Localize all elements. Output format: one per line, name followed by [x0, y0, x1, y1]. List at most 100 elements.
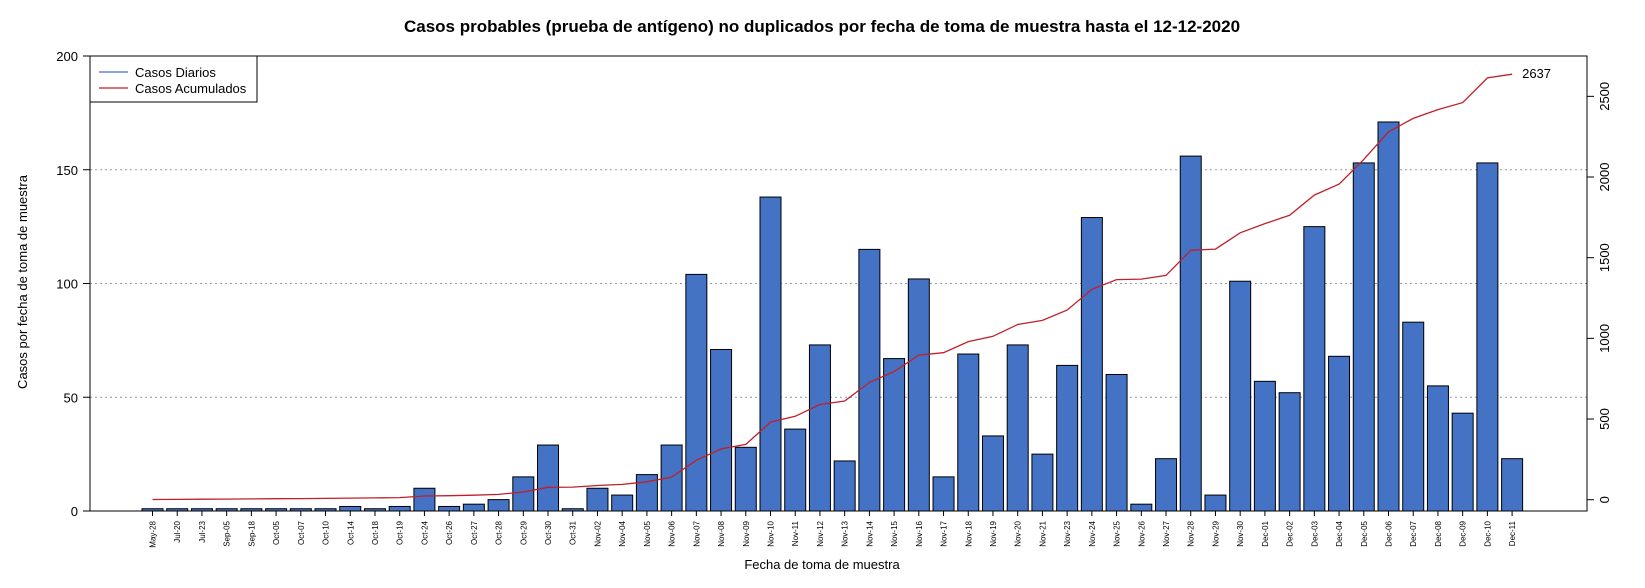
- x-tick-label: Nov-27: [1162, 520, 1171, 546]
- bar-series: [141, 121, 1524, 512]
- x-axis-label: Fecha de toma de muestra: [744, 557, 900, 572]
- y-axis-label: Casos por fecha de toma de muestra: [15, 174, 30, 389]
- bar: [1204, 494, 1227, 512]
- x-tick-label: Jul-20: [173, 520, 182, 542]
- x-tick-label: Oct-31: [569, 520, 578, 545]
- bar: [759, 196, 782, 512]
- x-tick-label: Dec-07: [1409, 520, 1418, 546]
- category-labels: May-28 Jul-20 Jul-23 Sep-05 Sep-18 Oct-05 Oct-…: [149, 511, 1517, 548]
- x-tick-label: Oct-27: [470, 520, 479, 545]
- bar: [1278, 392, 1301, 512]
- x-tick-label: Nov-21: [1038, 520, 1047, 546]
- bar: [413, 487, 436, 512]
- x-tick-label: Dec-09: [1459, 520, 1468, 546]
- legend-label-casos-acumulados: Casos Acumulados: [135, 81, 247, 96]
- bar: [438, 505, 461, 512]
- x-tick-label: Oct-14: [346, 520, 355, 545]
- x-tick-label: Jul-23: [198, 520, 207, 542]
- x-tick-label: Nov-25: [1113, 520, 1122, 546]
- x-tick-label: Dec-02: [1286, 520, 1295, 546]
- y-tick-label: 150: [56, 163, 78, 178]
- x-tick-label: Nov-05: [643, 520, 652, 546]
- legend-label-casos-diarios: Casos Diarios: [135, 65, 216, 80]
- x-tick-label: Nov-11: [791, 520, 800, 546]
- bar: [1056, 364, 1079, 512]
- x-tick-label: Nov-09: [742, 520, 751, 546]
- x-tick-label: Oct-10: [322, 520, 331, 545]
- x-tick-label: Dec-04: [1335, 520, 1344, 546]
- bar: [388, 505, 411, 512]
- bar: [1229, 280, 1252, 512]
- x-tick-label: Nov-07: [692, 520, 701, 546]
- x-tick-label: Nov-12: [816, 520, 825, 546]
- bar: [784, 428, 807, 512]
- x-tick-label: Nov-13: [841, 520, 850, 546]
- bar: [1451, 412, 1474, 512]
- x-tick-label: Oct-30: [544, 520, 553, 545]
- bar: [487, 499, 510, 512]
- x-tick-label: Nov-18: [964, 520, 973, 546]
- x-tick-label: Oct-29: [519, 520, 528, 545]
- x-tick-label: Sep-05: [223, 520, 232, 546]
- bar: [1303, 226, 1326, 512]
- y2-tick-label: 1000: [1597, 324, 1612, 353]
- x-tick-label: Dec-05: [1360, 520, 1369, 546]
- y2-tick-label: 0: [1597, 496, 1612, 503]
- x-tick-label: Dec-03: [1310, 520, 1319, 546]
- x-tick-label: Nov-14: [865, 520, 874, 546]
- bar: [833, 460, 856, 512]
- x-tick-label: Nov-08: [717, 520, 726, 546]
- x-tick-label: Nov-20: [1014, 520, 1023, 546]
- bar: [512, 476, 535, 512]
- bar: [1501, 458, 1524, 512]
- bar: [858, 248, 881, 512]
- y2-tick-label: 2000: [1597, 163, 1612, 192]
- bar: [1476, 162, 1499, 512]
- x-tick-label: Nov-29: [1211, 520, 1220, 546]
- x-tick-label: Oct-26: [445, 520, 454, 545]
- y-tick-label: 0: [71, 504, 78, 519]
- legend-box: [89, 55, 258, 103]
- x-tick-label: Nov-10: [767, 520, 776, 546]
- bar: [537, 444, 560, 512]
- chart-title: Casos probables (prueba de antígeno) no …: [404, 17, 1240, 36]
- bar: [1352, 162, 1375, 512]
- bar: [1426, 385, 1449, 512]
- x-tick-label: Nov-04: [618, 520, 627, 546]
- x-tick-label: Oct-24: [420, 520, 429, 545]
- x-tick-label: Nov-30: [1236, 520, 1245, 546]
- bar: [586, 487, 609, 512]
- bar: [932, 476, 955, 512]
- x-tick-label: Nov-02: [593, 520, 602, 546]
- x-tick-label: Dec-11: [1508, 520, 1517, 546]
- bar: [710, 348, 733, 512]
- bar: [1402, 321, 1425, 512]
- bar: [1105, 374, 1128, 512]
- bar: [462, 503, 485, 512]
- x-tick-label: May-28: [149, 520, 158, 547]
- bar: [1130, 503, 1153, 512]
- x-tick-label: Nov-23: [1063, 520, 1072, 546]
- bar: [1006, 344, 1029, 512]
- bar: [685, 273, 708, 512]
- bar: [339, 505, 362, 512]
- x-tick-label: Oct-07: [297, 520, 306, 545]
- y-tick-label: 200: [56, 49, 78, 64]
- bar: [883, 358, 906, 512]
- bar: [981, 435, 1004, 512]
- y2-tick-label: 1500: [1597, 243, 1612, 272]
- x-tick-label: Nov-06: [668, 520, 677, 546]
- bar: [957, 353, 980, 512]
- y-tick-label: 100: [56, 277, 78, 292]
- y-tick-label: 50: [64, 390, 78, 405]
- bar: [1155, 458, 1178, 512]
- x-tick-label: Nov-28: [1187, 520, 1196, 546]
- y2-tick-label: 2500: [1597, 82, 1612, 111]
- bar: [1179, 155, 1202, 512]
- bar: [734, 446, 757, 512]
- bar: [1080, 217, 1103, 512]
- x-tick-label: Oct-05: [272, 520, 281, 545]
- cumulative-end-label: 2637: [1522, 66, 1551, 81]
